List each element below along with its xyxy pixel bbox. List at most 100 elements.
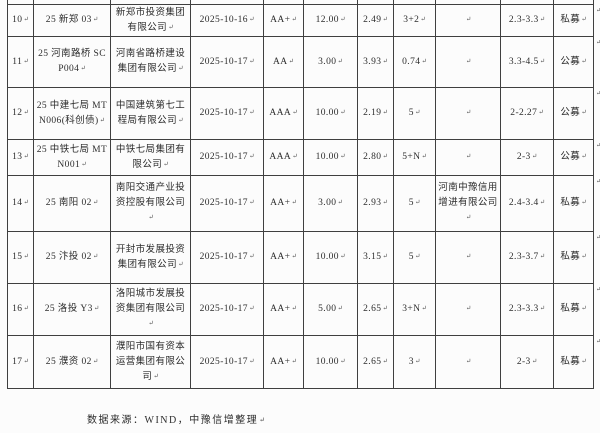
cell-rating: AA+↵ xyxy=(263,335,304,389)
cell-date: 2025-10-17↵ xyxy=(190,175,264,232)
cell-range: 3.3-4.5↵ xyxy=(500,36,554,88)
cell-text: 2.80 xyxy=(363,152,382,162)
cell-rate: 2.93↵ xyxy=(357,175,394,232)
cell-text: 洛阳城市发展投资集团有限公司 xyxy=(115,289,186,314)
pilcrow-mark: ↵ xyxy=(539,305,546,312)
cell-text: 3.00 xyxy=(318,198,337,208)
pilcrow-mark: ↵ xyxy=(339,357,346,365)
pilcrow-mark: ↵ xyxy=(148,214,154,221)
cell-text: AAA xyxy=(269,108,292,118)
cell-text: AAA xyxy=(269,152,292,162)
cell-type: 公募↵ xyxy=(553,87,594,140)
cell-text: 11 xyxy=(12,56,23,67)
cell-term: 3+N↵ xyxy=(393,283,436,336)
cell-date: 2025-10-17↵ xyxy=(190,283,264,336)
pilcrow-mark: ↵ xyxy=(23,109,29,116)
pilcrow-mark: ↵ xyxy=(581,57,587,65)
cell-text: AA+ xyxy=(270,304,291,314)
pilcrow-mark: ↵ xyxy=(539,57,546,65)
cell-amount: 3.00↵ xyxy=(303,175,358,232)
pilcrow-mark: ↵ xyxy=(23,153,29,160)
pilcrow-mark: ↵ xyxy=(421,305,427,312)
cell-text: 17 xyxy=(12,356,23,367)
row-end-mark: ↵ xyxy=(596,91,600,97)
cell-range: 2-3↵ xyxy=(500,139,554,176)
cell-type: 公募↵ xyxy=(553,139,594,176)
pilcrow-mark: ↵ xyxy=(291,253,297,260)
cell-text: 南阳交通产业投资控股有限公司 xyxy=(115,183,186,208)
cell-text: 14 xyxy=(12,198,23,208)
pilcrow-mark: ↵ xyxy=(539,16,546,23)
cell-text: 2025-10-17 xyxy=(199,152,248,162)
pilcrow-mark: ↵ xyxy=(93,305,100,312)
cell-term: 3↵ xyxy=(393,335,436,389)
table-row: 14↵ 25 南阳 02↵ 南阳交通产业投资控股有限公司↵ 2025-10-17↵ AA… xyxy=(7,175,594,232)
cell-rate: 2.49↵ xyxy=(357,4,394,37)
pilcrow-mark: ↵ xyxy=(23,16,29,23)
pilcrow-mark: ↵ xyxy=(465,253,472,260)
pilcrow-mark: ↵ xyxy=(248,253,255,260)
row-end-mark: ↵ xyxy=(596,287,600,293)
cell-text: 3.93 xyxy=(363,56,382,67)
cell-num: 11↵ xyxy=(7,36,34,88)
source-note: 数据来源：WIND，中豫信增整理↵ xyxy=(87,411,265,426)
cell-rating: AA↵ xyxy=(263,36,304,88)
cell-term: 5↵ xyxy=(393,231,436,284)
source-note-text: 数据来源：WIND，中豫信增整理 xyxy=(87,415,259,426)
cell-text: 2025-10-17 xyxy=(199,56,248,67)
cell-text: 2.3-3.3 xyxy=(508,15,539,25)
cell-text: 私募 xyxy=(560,15,581,25)
cell-rating: AA+↵ xyxy=(263,231,304,284)
pilcrow-mark: ↵ xyxy=(288,57,294,65)
cell-text: 10.00 xyxy=(315,252,339,262)
cell-text: AA+ xyxy=(270,198,291,208)
cell-text: 2.3-3.3 xyxy=(508,304,539,314)
cell-amount: 5.00↵ xyxy=(303,283,358,336)
cell-text: 中铁七局集团有限公司 xyxy=(115,144,186,170)
pilcrow-mark: ↵ xyxy=(538,109,544,116)
cell-amount: 10.00↵ xyxy=(303,87,358,140)
cell-amount: 10.00↵ xyxy=(303,335,358,389)
cell-text: 5+N xyxy=(402,152,421,162)
cell-rate: 2.19↵ xyxy=(357,87,394,140)
pilcrow-mark: ↵ xyxy=(99,116,105,124)
cell-text: 13 xyxy=(12,152,23,162)
cell-issuer: 濮阳市国有资本运营集团有限公司↵ xyxy=(110,335,191,389)
cell-term: 5↵ xyxy=(393,87,436,140)
cell-text: AA+ xyxy=(270,252,291,262)
row-end-mark: ↵ xyxy=(596,143,600,149)
pilcrow-mark: ↵ xyxy=(581,357,587,365)
cell-num: 13↵ xyxy=(7,139,34,176)
cell-date: 2025-10-16↵ xyxy=(190,4,264,37)
cell-text: 25 河南路桥 SCP004 xyxy=(38,49,106,74)
pilcrow-mark: ↵ xyxy=(248,16,255,23)
cell-name: 25 新郑 03↵ xyxy=(33,4,111,37)
cell-name: 25 南阳 02↵ xyxy=(33,175,111,232)
cell-text: AA+ xyxy=(270,15,291,25)
pilcrow-mark: ↵ xyxy=(337,57,343,65)
pilcrow-mark: ↵ xyxy=(23,199,29,206)
pilcrow-mark: ↵ xyxy=(248,153,255,160)
cell-text: 25 中建七局 MTN006(科创债) xyxy=(36,100,108,126)
pilcrow-mark: ↵ xyxy=(248,57,255,65)
pilcrow-mark: ↵ xyxy=(339,109,346,116)
cell-guarantor: 河南中豫信用增进有限公司 ↵ xyxy=(435,175,501,232)
cell-issuer: 开封市发展投资集团有限公司↵ xyxy=(110,231,191,284)
cell-range: 2.4-3.4↵ xyxy=(500,175,554,232)
cell-text: 5.00 xyxy=(318,304,337,314)
cell-range: 2-2.27↵ xyxy=(500,87,554,140)
cell-range: 2.3-3.3↵ xyxy=(500,4,554,37)
cell-text: 25 中铁七局 MTN001 xyxy=(36,144,108,170)
pilcrow-mark: ↵ xyxy=(382,305,388,312)
cell-text: 2025-10-17 xyxy=(199,198,248,208)
pilcrow-mark: ↵ xyxy=(23,253,29,260)
cell-guarantor: ↵ xyxy=(435,335,501,389)
cell-issuer: 中国建筑第七工程局有限公司↵ xyxy=(110,87,191,140)
cell-text: 5 xyxy=(408,108,414,118)
pilcrow-mark: ↵ xyxy=(292,109,298,116)
cell-text: 3.3-4.5 xyxy=(508,56,539,67)
pilcrow-mark: ↵ xyxy=(539,199,546,206)
cell-text: 2025-10-16 xyxy=(199,15,248,25)
cell-num: 10↵ xyxy=(7,4,34,37)
pilcrow-mark: ↵ xyxy=(531,357,538,365)
